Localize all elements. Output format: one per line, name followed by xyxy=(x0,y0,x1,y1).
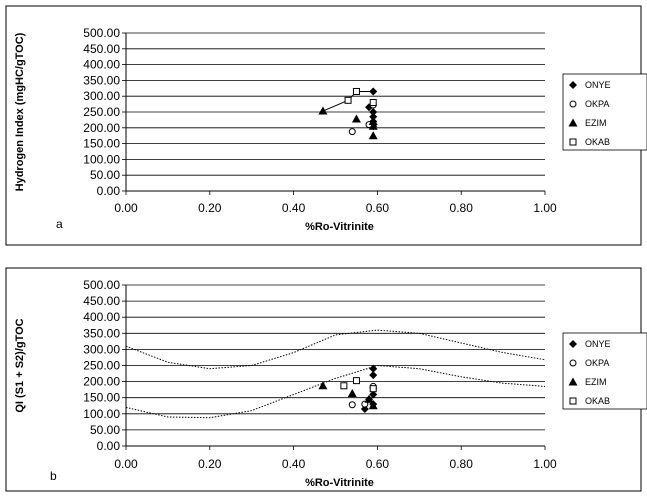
data-point-onye xyxy=(369,87,378,96)
y-tick-label: 0.00 xyxy=(97,184,121,198)
legend-label: EZIM xyxy=(585,118,607,128)
y-tick-label: 50.00 xyxy=(90,423,120,437)
legend-marker-ezim xyxy=(568,377,578,386)
envelope-lower-curve xyxy=(125,364,546,419)
legend-box xyxy=(562,332,647,410)
x-tick-label: 0.60 xyxy=(366,457,390,471)
y-tick-label: 400.00 xyxy=(83,310,120,324)
x-tick-label: 0.80 xyxy=(450,457,474,471)
legend-marker-onye xyxy=(569,340,577,348)
data-point-okpa xyxy=(348,401,356,409)
legend-marker-ezim xyxy=(568,118,578,127)
data-point-onye xyxy=(369,390,378,399)
y-tick-label: 300.00 xyxy=(83,342,120,356)
y-tick-label: 250.00 xyxy=(83,105,120,119)
data-point-onye xyxy=(369,364,378,373)
x-tick-label: 0.20 xyxy=(198,457,222,471)
y-tick-label: 350.00 xyxy=(83,326,120,340)
trend-line xyxy=(322,91,374,112)
legend-label: OKPA xyxy=(585,358,609,368)
y-tick-label: 500.00 xyxy=(83,278,120,292)
legend-marker-onye xyxy=(569,81,577,89)
data-point-ezim xyxy=(318,381,328,390)
data-point-okab xyxy=(352,377,360,385)
data-point-ezim xyxy=(318,106,328,115)
legend-marker-okpa xyxy=(569,100,577,108)
x-tick-label: 0.80 xyxy=(450,201,474,215)
legend-label: OKPA xyxy=(585,99,609,109)
y-tick-label: 100.00 xyxy=(83,407,120,421)
data-point-okab xyxy=(369,99,377,107)
data-point-okpa xyxy=(348,128,356,136)
y-tick-label: 200.00 xyxy=(83,121,120,135)
data-point-okab xyxy=(340,382,348,390)
legend-marker-okab xyxy=(569,138,577,146)
legend: ONYE OKPA EZIM OKAB xyxy=(562,73,647,151)
data-point-ezim xyxy=(351,114,361,123)
legend-label: ONYE xyxy=(585,80,611,90)
x-tick-label: 0.00 xyxy=(114,457,138,471)
legend-marker-okpa xyxy=(569,359,577,367)
y-tick-label: 150.00 xyxy=(83,391,120,405)
panel-label: a xyxy=(56,217,63,231)
data-point-okab xyxy=(352,87,360,95)
panel-b: 0.00 50.00 100.00 150.00 200.00 250.00 300.00 3… xyxy=(5,267,647,492)
x-tick-label: 0.60 xyxy=(366,201,390,215)
data-point-onye xyxy=(369,108,378,116)
y-tick-label: 300.00 xyxy=(83,89,120,103)
y-tick-label: 250.00 xyxy=(83,359,120,373)
y-tick-label: 500.00 xyxy=(83,26,120,40)
legend-marker-okab xyxy=(569,397,577,405)
data-point-okab xyxy=(344,96,352,104)
x-tick-label: 0.00 xyxy=(114,201,138,215)
legend: ONYE OKPA EZIM OKAB xyxy=(562,332,647,410)
y-tick-label: 350.00 xyxy=(83,73,120,87)
legend-label: EZIM xyxy=(585,377,607,387)
data-point-ezim xyxy=(368,401,378,410)
y-tick-label: 450.00 xyxy=(83,294,120,308)
y-tick-label: 50.00 xyxy=(90,168,120,182)
data-point-okab xyxy=(369,385,377,393)
y-tick-label: 100.00 xyxy=(83,152,120,166)
y-tick-label: 0.00 xyxy=(97,439,121,453)
y-tick-label: 150.00 xyxy=(83,137,120,151)
data-point-onye xyxy=(369,112,378,121)
legend-label: ONYE xyxy=(585,339,611,349)
data-point-ezim xyxy=(368,121,378,130)
data-point-onye xyxy=(369,371,378,380)
legend-box xyxy=(562,73,647,151)
y-tick-label: 450.00 xyxy=(83,42,120,56)
data-point-ezim xyxy=(368,131,378,140)
x-axis-label: %Ro-Vitrinite xyxy=(305,477,374,489)
y-axis-label: QI (S1 + S2)/gTOC xyxy=(14,318,26,412)
x-tick-label: 0.20 xyxy=(198,201,222,215)
envelope-upper-curve xyxy=(125,329,546,370)
legend-label: OKAB xyxy=(585,137,610,147)
data-point-ezim xyxy=(368,116,378,125)
y-tick-label: 400.00 xyxy=(83,58,120,72)
y-axis-label: Hydrogen Index (mgHC/gTOC) xyxy=(14,32,26,191)
x-tick-label: 1.00 xyxy=(533,457,557,471)
x-tick-label: 0.40 xyxy=(282,201,306,215)
data-point-ezim xyxy=(364,394,374,403)
x-tick-label: 0.40 xyxy=(282,457,306,471)
panel-label: b xyxy=(50,469,57,483)
y-tick-label: 200.00 xyxy=(83,375,120,389)
x-axis-label: %Ro-Vitrinite xyxy=(305,221,374,233)
x-tick-label: 1.00 xyxy=(533,201,557,215)
legend-label: OKAB xyxy=(585,396,610,406)
data-point-ezim xyxy=(347,389,357,398)
